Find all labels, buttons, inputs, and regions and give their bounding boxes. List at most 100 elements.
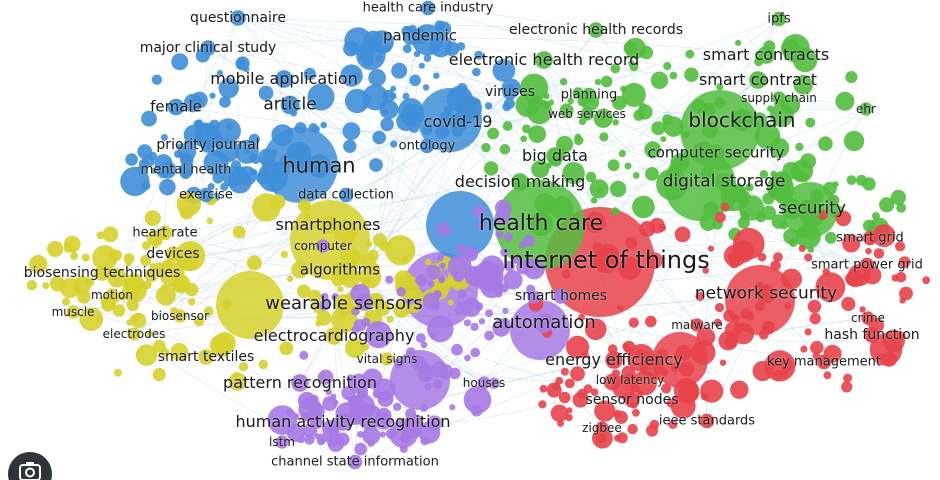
- yellow-cluster-node: [42, 282, 50, 290]
- blue-cluster-node: [473, 98, 481, 106]
- purple-cluster-node: [453, 271, 464, 282]
- green-cluster-node: [610, 63, 621, 74]
- purple-cluster-node: [303, 423, 317, 438]
- blue-cluster-node: [197, 122, 209, 134]
- lens-button[interactable]: [8, 452, 52, 480]
- purple-cluster-node: [357, 431, 364, 438]
- blue-cluster-node: [243, 66, 250, 73]
- blue-cluster-node: [449, 113, 467, 131]
- blue-cluster-node: [411, 27, 429, 45]
- red-cluster-node: [539, 384, 548, 393]
- blue-cluster-node: [435, 124, 449, 139]
- green-cluster-node: [779, 171, 790, 181]
- red-cluster-node: [590, 388, 599, 397]
- red-cluster-node: [702, 267, 709, 274]
- term-label: digital storage: [662, 171, 786, 192]
- yellow-cluster-node: [337, 286, 344, 293]
- yellow-cluster-node: [286, 275, 294, 283]
- yellow-cluster-node: [70, 251, 79, 260]
- yellow-cluster-node: [155, 285, 176, 306]
- blue-cluster-node: [271, 124, 294, 146]
- term-label: mental health: [140, 162, 232, 178]
- red-cluster-node: [835, 210, 852, 227]
- green-cluster-node: [598, 112, 607, 121]
- term-label: electronic health record: [448, 50, 640, 69]
- purple-cluster-node: [433, 292, 441, 300]
- yellow-cluster-node: [206, 217, 214, 225]
- purple-cluster-node: [470, 347, 481, 358]
- purple-cluster-node: [326, 432, 340, 447]
- green-cluster-node: [660, 136, 667, 143]
- purple-cluster-node: [499, 317, 511, 330]
- green-cluster-node: [835, 91, 855, 111]
- yellow-cluster-node: [238, 362, 249, 372]
- blue-cluster-node: [207, 183, 215, 191]
- purple-cluster-node: [488, 377, 500, 389]
- red-cluster-node: [810, 340, 824, 355]
- red-cluster-node: [668, 419, 678, 429]
- red-cluster-node: [895, 271, 907, 283]
- green-cluster-node: [581, 87, 597, 103]
- blue-cluster-node: [418, 62, 425, 69]
- blue-cluster-node: [368, 68, 386, 87]
- purple-cluster-node: [400, 416, 423, 440]
- green-cluster-node: [805, 117, 816, 128]
- green-cluster-node: [761, 205, 776, 221]
- green-cluster-node: [681, 130, 690, 139]
- yellow-cluster-node: [175, 241, 206, 271]
- green-cluster-node: [751, 112, 768, 128]
- term-label: muscle: [51, 305, 95, 319]
- green-cluster-node: [685, 49, 695, 59]
- red-cluster-node: [822, 268, 830, 276]
- term-label: sensor nodes: [585, 392, 679, 408]
- yellow-cluster-node: [424, 258, 432, 266]
- yellow-cluster-node: [246, 255, 262, 271]
- red-cluster-node: [658, 223, 667, 232]
- red-cluster-node: [798, 245, 806, 252]
- red-cluster-node: [719, 359, 727, 366]
- green-cluster-node: [526, 98, 553, 125]
- term-label: ontology: [398, 138, 456, 154]
- blue-cluster-node: [422, 84, 430, 91]
- purple-cluster-node: [504, 260, 515, 272]
- purple-cluster-node: [355, 293, 373, 311]
- red-cluster-node: [625, 236, 638, 249]
- blue-cluster-node: [423, 54, 432, 62]
- purple-cluster-node: [527, 290, 541, 304]
- yellow-cluster-node: [203, 306, 214, 317]
- purple-cluster-node: [455, 244, 466, 254]
- green-cluster-node: [520, 135, 528, 143]
- red-cluster-node: [578, 313, 586, 321]
- red-cluster-node: [670, 393, 696, 419]
- yellow-cluster-node: [401, 255, 410, 265]
- red-cluster-node: [632, 370, 657, 396]
- green-cluster-node: [740, 210, 750, 220]
- yellow-cluster-node: [134, 312, 141, 320]
- blue-cluster-node: [363, 30, 383, 50]
- red-cluster-node: [625, 346, 632, 354]
- red-cluster-node: [674, 226, 691, 243]
- term-label: devices: [146, 246, 200, 262]
- purple-cluster-node: [361, 401, 369, 409]
- term-label: covid-19: [423, 112, 493, 131]
- blue-cluster-node: [205, 126, 220, 141]
- yellow-cluster-node: [117, 291, 128, 301]
- network-edge: [746, 36, 767, 56]
- purple-cluster-node: [357, 386, 369, 399]
- red-cluster-node: [700, 379, 724, 403]
- yellow-cluster-node: [173, 309, 187, 323]
- purple-cluster-node: [406, 347, 416, 358]
- network-edge: [419, 35, 698, 326]
- green-cluster-node: [607, 159, 620, 172]
- green-cluster-node: [637, 104, 653, 120]
- yellow-cluster-node: [152, 367, 166, 382]
- blue-cluster-node: [503, 98, 515, 110]
- purple-cluster-node: [367, 439, 375, 447]
- yellow-cluster-node: [345, 338, 365, 358]
- red-cluster-node: [720, 202, 730, 212]
- green-cluster-node: [759, 170, 769, 179]
- red-cluster-node: [564, 378, 575, 389]
- purple-cluster-node: [318, 299, 330, 311]
- blue-cluster-node: [251, 155, 261, 164]
- blue-cluster-node: [391, 62, 408, 79]
